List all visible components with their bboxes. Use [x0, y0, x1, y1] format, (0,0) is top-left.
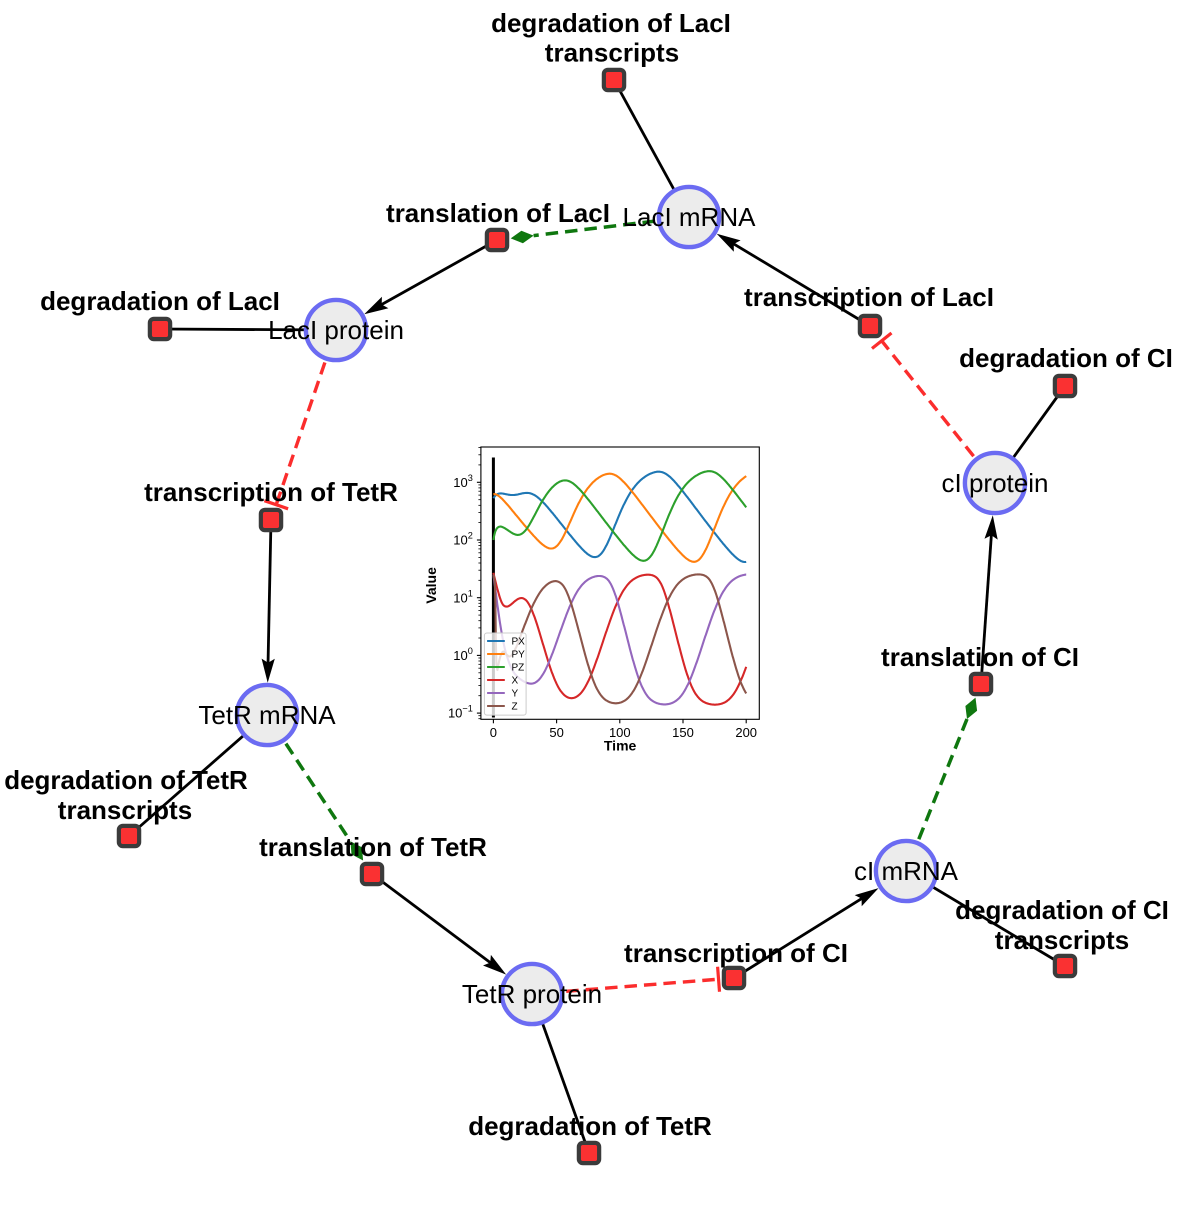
svg-text:transcription of CI: transcription of CI: [624, 938, 848, 968]
svg-text:Value: Value: [423, 567, 439, 604]
svg-text:transcription of TetR: transcription of TetR: [144, 477, 398, 507]
svg-text:50: 50: [549, 725, 563, 740]
svg-text:TetR protein: TetR protein: [462, 979, 602, 1009]
svg-text:degradation of TetR: degradation of TetR: [468, 1111, 712, 1141]
svg-text:X: X: [512, 676, 519, 687]
svg-text:transcription of LacI: transcription of LacI: [744, 282, 994, 312]
svg-text:transcripts: transcripts: [58, 795, 192, 825]
svg-text:degradation of CI: degradation of CI: [959, 343, 1173, 373]
svg-text:LacI protein: LacI protein: [268, 315, 404, 345]
svg-text:transcripts: transcripts: [545, 38, 679, 68]
svg-text:150: 150: [672, 725, 694, 740]
svg-text:degradation of LacI: degradation of LacI: [40, 286, 280, 316]
svg-text:degradation of LacI: degradation of LacI: [491, 8, 731, 38]
svg-text:degradation of CI: degradation of CI: [955, 895, 1169, 925]
svg-text:cI protein: cI protein: [942, 468, 1049, 498]
svg-text:transcripts: transcripts: [995, 925, 1129, 955]
svg-text:translation of CI: translation of CI: [881, 642, 1079, 672]
svg-text:translation of LacI: translation of LacI: [386, 198, 610, 228]
svg-text:200: 200: [735, 725, 757, 740]
svg-text:PY: PY: [512, 650, 526, 661]
svg-text:PZ: PZ: [512, 663, 525, 674]
svg-text:0: 0: [490, 725, 497, 740]
svg-text:100: 100: [609, 725, 631, 740]
svg-text:cI mRNA: cI mRNA: [854, 856, 959, 886]
svg-text:PX: PX: [512, 637, 526, 648]
svg-text:Z: Z: [512, 702, 518, 713]
svg-text:TetR mRNA: TetR mRNA: [198, 700, 336, 730]
svg-text:Time: Time: [604, 738, 637, 754]
svg-text:LacI mRNA: LacI mRNA: [623, 202, 757, 232]
svg-text:translation of TetR: translation of TetR: [259, 832, 487, 862]
svg-text:degradation of TetR: degradation of TetR: [4, 765, 248, 795]
svg-text:Y: Y: [512, 689, 519, 700]
